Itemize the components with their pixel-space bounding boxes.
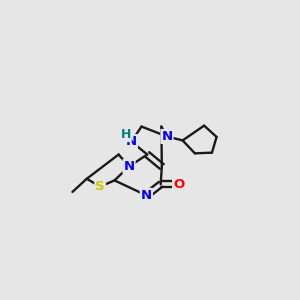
Text: N: N	[161, 130, 172, 143]
Text: N: N	[124, 160, 135, 173]
Text: N: N	[141, 189, 152, 202]
Text: S: S	[95, 180, 105, 193]
Text: O: O	[173, 178, 184, 191]
Text: H: H	[120, 128, 131, 141]
Text: N: N	[126, 135, 137, 148]
